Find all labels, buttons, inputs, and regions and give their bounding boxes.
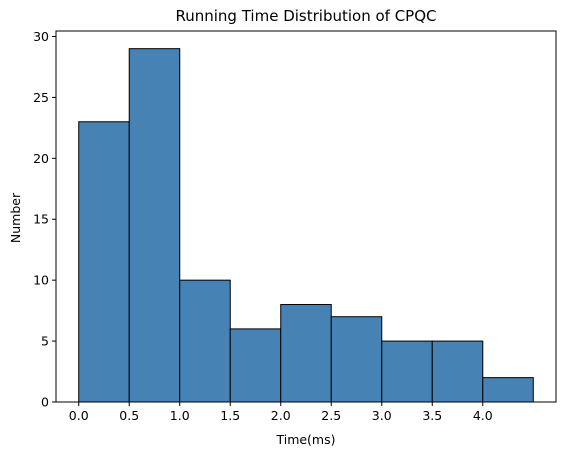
x-tick-label-7: 3.5 <box>422 408 442 423</box>
y-tick-label-4: 20 <box>33 151 49 166</box>
y-axis-label: Number <box>8 192 23 243</box>
histogram-bar-8 <box>482 377 534 403</box>
x-axis: 0.0 0.5 1.0 1.5 2.0 2.5 3.0 3.5 4.0 <box>69 402 493 423</box>
x-axis-label: Time(ms) <box>275 432 335 447</box>
histogram-bar-5 <box>330 316 383 403</box>
x-tick-label-2: 1.0 <box>170 408 190 423</box>
histogram-bar-3 <box>229 328 282 403</box>
x-tick-label-1: 0.5 <box>119 408 139 423</box>
y-tick-label-6: 30 <box>33 29 49 44</box>
histogram-bar-0 <box>78 121 130 403</box>
histogram-bar-7 <box>431 340 484 403</box>
plot-frame <box>55 30 557 403</box>
x-tick-label-3: 1.5 <box>220 408 240 423</box>
histogram-bar-1 <box>128 48 181 403</box>
y-axis: 0 5 10 15 20 25 30 <box>33 29 56 410</box>
x-tick-label-4: 2.0 <box>271 408 291 423</box>
y-tick-label-5: 25 <box>33 90 49 105</box>
y-tick-label-1: 5 <box>41 334 49 349</box>
y-tick-label-3: 15 <box>33 212 49 227</box>
histogram-bar-6 <box>381 340 433 403</box>
chart-title: Running Time Distribution of CPQC <box>175 7 436 25</box>
bars-group <box>78 48 534 403</box>
histogram-bar-2 <box>179 279 231 403</box>
x-tick-label-0: 0.0 <box>69 408 89 423</box>
x-tick-label-5: 2.5 <box>321 408 341 423</box>
histogram-bar-4 <box>280 304 332 403</box>
y-tick-label-2: 10 <box>33 273 49 288</box>
x-tick-label-6: 3.0 <box>372 408 392 423</box>
y-tick-label-0: 0 <box>41 395 49 410</box>
x-tick-label-8: 4.0 <box>473 408 493 423</box>
